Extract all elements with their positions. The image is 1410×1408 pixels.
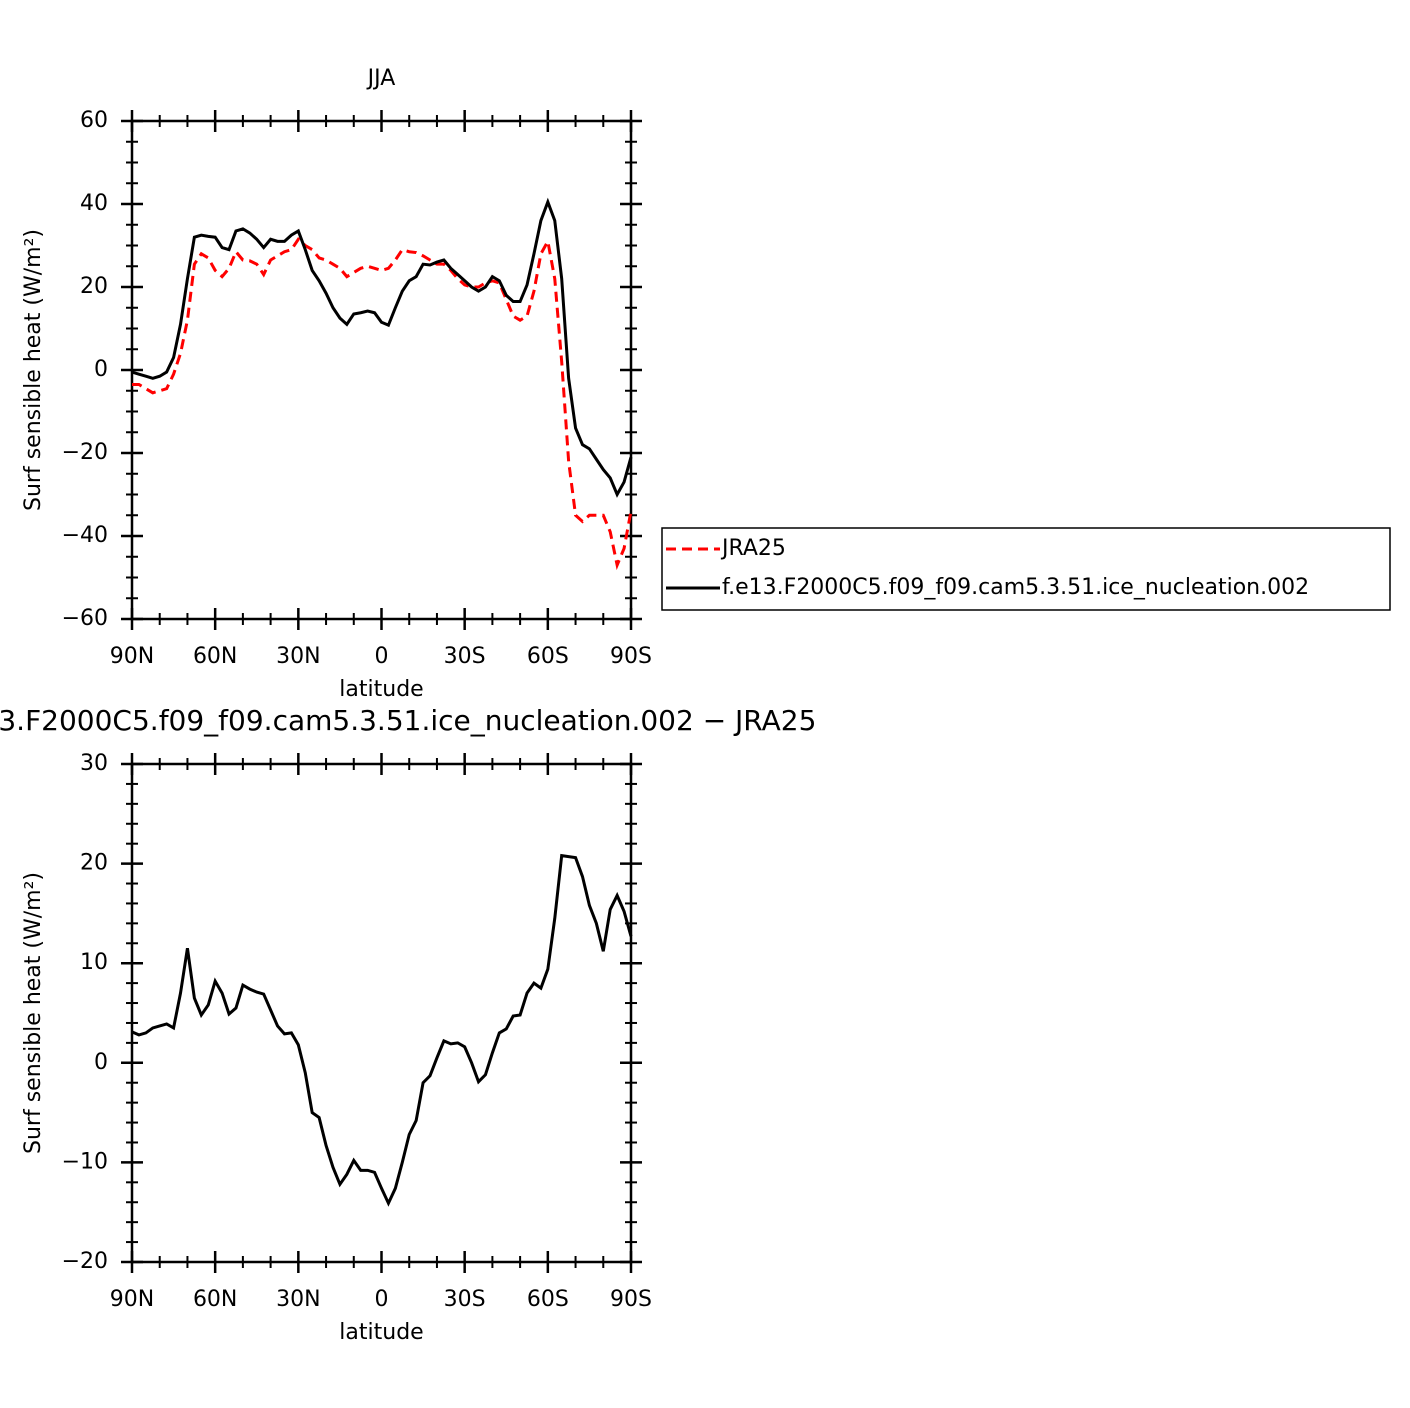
y-tick-label: 10 <box>80 950 108 975</box>
legend-label: f.e13.F2000C5.f09_f09.cam5.3.51.ice_nucl… <box>722 575 1309 600</box>
x-axis-label: latitude <box>339 677 423 702</box>
x-tick-label: 90S <box>610 644 652 669</box>
x-tick-label: 0 <box>375 644 389 669</box>
y-tick-label: 20 <box>80 274 108 299</box>
y-tick-label: 60 <box>80 108 108 133</box>
y-tick-label: 40 <box>80 191 108 216</box>
y-tick-label: −20 <box>62 1249 108 1274</box>
chart-title: f.e13.F2000C5.f09_f09.cam5.3.51.ice_nucl… <box>0 704 816 737</box>
y-tick-label: 0 <box>94 1050 108 1075</box>
y-tick-label: −60 <box>62 606 108 631</box>
legend-box <box>661 527 1391 611</box>
data-line <box>132 236 633 571</box>
y-tick-label: 30 <box>80 751 108 776</box>
y-tick-label: −20 <box>62 440 108 465</box>
x-tick-label: 90S <box>610 1287 652 1312</box>
x-tick-label: 60S <box>527 644 569 669</box>
x-tick-label: 30N <box>276 644 320 669</box>
x-tick-label: 60S <box>527 1287 569 1312</box>
plot-frame <box>130 762 633 1264</box>
data-line <box>131 197 633 498</box>
plot-frame <box>130 119 633 621</box>
x-axis-label: latitude <box>339 1320 423 1345</box>
y-axis-label: Surf sensible heat (W/m²) <box>21 872 46 1154</box>
chart-title: JJA <box>366 66 396 91</box>
x-tick-label: 30S <box>444 644 486 669</box>
x-tick-label: 60N <box>193 1287 237 1312</box>
y-axis-label: Surf sensible heat (W/m²) <box>21 229 46 511</box>
y-tick-label: −40 <box>62 523 108 548</box>
x-tick-label: 90N <box>110 644 154 669</box>
y-tick-label: −10 <box>62 1149 108 1174</box>
y-tick-label: 0 <box>94 357 108 382</box>
x-tick-label: 30N <box>276 1287 320 1312</box>
x-tick-label: 60N <box>193 644 237 669</box>
data-line <box>131 853 633 1207</box>
y-tick-label: 20 <box>80 851 108 876</box>
x-tick-label: 0 <box>375 1287 389 1312</box>
x-tick-label: 30S <box>444 1287 486 1312</box>
legend-label: JRA25 <box>720 536 786 561</box>
x-tick-label: 90N <box>110 1287 154 1312</box>
